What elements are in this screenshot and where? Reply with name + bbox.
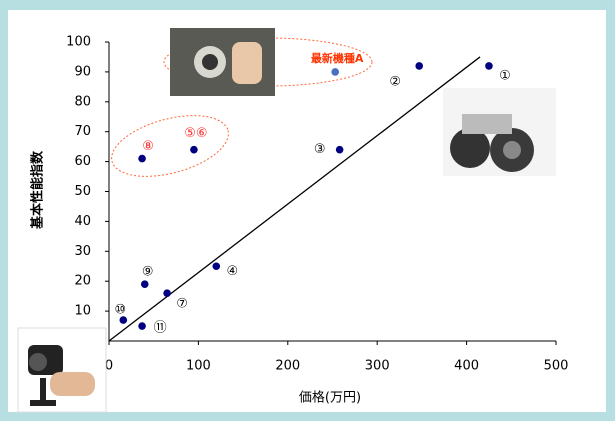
photo-detail bbox=[462, 114, 512, 134]
point bbox=[190, 145, 198, 154]
y-tick-label: 60 bbox=[74, 154, 91, 169]
point bbox=[138, 322, 146, 330]
y-tick-label: 10 bbox=[74, 304, 91, 319]
photo-detail bbox=[30, 400, 56, 406]
point bbox=[163, 289, 171, 297]
y-tick-label: 80 bbox=[74, 94, 91, 109]
point bbox=[119, 316, 128, 324]
point bbox=[335, 145, 344, 154]
photo-detail bbox=[232, 42, 262, 84]
point bbox=[331, 68, 339, 76]
x-tick-label: 500 bbox=[544, 359, 569, 374]
panel bbox=[8, 10, 606, 412]
x-tick-label: 100 bbox=[186, 359, 211, 374]
point-label: ⑩ bbox=[114, 303, 126, 318]
x-tick-label: 200 bbox=[275, 359, 300, 374]
x-tick-label: 300 bbox=[365, 359, 390, 374]
point-label: ⑦ bbox=[176, 297, 188, 312]
highlight-ellipse bbox=[163, 37, 373, 87]
y-tick-label: 30 bbox=[74, 244, 91, 259]
point-label: ① bbox=[499, 68, 511, 83]
photo-detail bbox=[40, 378, 46, 402]
point-label: ⑧ bbox=[142, 139, 154, 154]
y-tick-label: 50 bbox=[74, 184, 91, 199]
point bbox=[415, 62, 424, 70]
photo-detail bbox=[202, 54, 218, 70]
point-label: ④ bbox=[226, 264, 238, 279]
highlight-ellipse bbox=[111, 115, 229, 177]
point-label: ② bbox=[389, 74, 401, 89]
photo bbox=[170, 28, 275, 96]
point-label: ⑤⑥ bbox=[184, 126, 207, 141]
plot: 10 20 30 40 50 60 70 80 90 100 0 100 200 300 400 500 ① ② ③… bbox=[66, 35, 568, 374]
point bbox=[485, 62, 493, 70]
y-tick-label: 100 bbox=[66, 35, 91, 50]
y-tick-label: 70 bbox=[74, 124, 91, 139]
photo-detail bbox=[29, 353, 47, 371]
photo bbox=[443, 88, 556, 176]
point bbox=[138, 154, 146, 163]
photo bbox=[17, 327, 107, 413]
point bbox=[212, 262, 221, 271]
y-tick-label: 20 bbox=[74, 274, 91, 289]
y-tick-label: 90 bbox=[74, 64, 91, 79]
point-label: ⑨ bbox=[142, 265, 154, 280]
x-tick-label: 400 bbox=[454, 359, 479, 374]
y-axis-title: 基本性能指数 bbox=[30, 150, 46, 230]
x-axis-title: 価格(万円) bbox=[299, 390, 361, 406]
point-label: ⑪ bbox=[154, 321, 167, 336]
point-label: ③ bbox=[314, 142, 326, 157]
y-tick-label: 40 bbox=[74, 214, 91, 229]
photo-detail bbox=[503, 141, 521, 159]
photo-detail bbox=[450, 128, 490, 168]
x-tick-label: 0 bbox=[105, 359, 113, 374]
point bbox=[140, 280, 149, 288]
photo-detail bbox=[50, 372, 95, 396]
point-label: 最新機種A bbox=[311, 51, 364, 65]
